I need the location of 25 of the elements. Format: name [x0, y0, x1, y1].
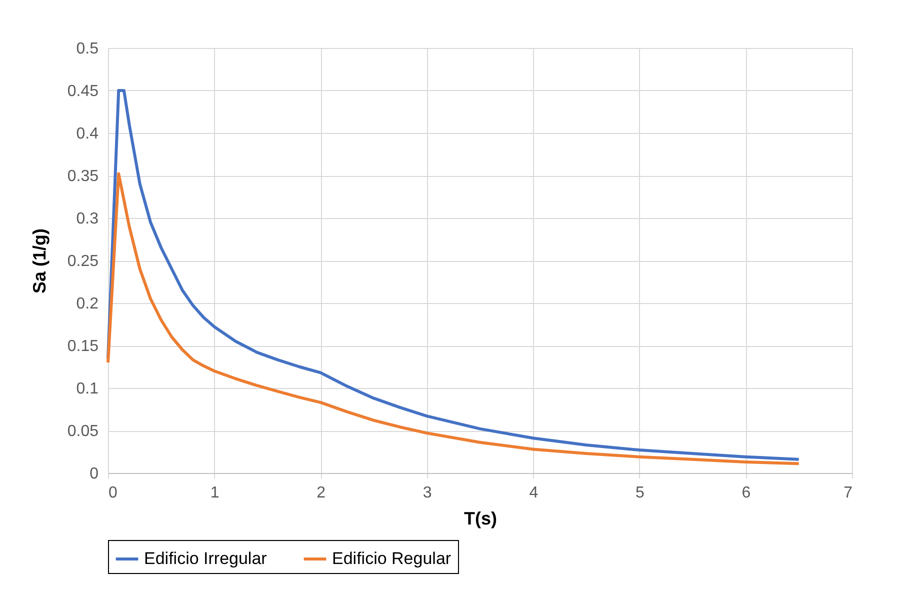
y-tick-label: 0.45: [67, 83, 99, 100]
x-tick-label: 3: [422, 484, 432, 502]
y-axis-title: Sa (1/g): [29, 228, 50, 294]
line-series: [106, 172, 800, 466]
x-tick-label: 1: [210, 484, 220, 502]
y-tick-label: 0.25: [67, 253, 99, 270]
legend-label: Edificio Regular: [332, 549, 452, 568]
y-tick-label: 0.05: [67, 423, 99, 440]
line-series: [106, 89, 800, 461]
y-tick-label: 0.4: [76, 126, 99, 142]
y-tick-label: 0.35: [67, 168, 99, 185]
legend-label: Edificio Irregular: [144, 549, 268, 568]
x-tick-label: 2: [316, 484, 326, 502]
x-axis-title: T(s): [464, 508, 497, 528]
x-tick-label: 0: [108, 484, 118, 502]
y-tick-label: 0.1: [76, 380, 99, 398]
y-tick-label: 0.3: [76, 210, 99, 228]
x-tick-label: 4: [529, 484, 538, 502]
x-tick-label: 5: [635, 484, 644, 502]
y-tick-label: 0.15: [67, 338, 99, 355]
x-tick-label: 7: [844, 484, 853, 502]
y-tick-label: 0.2: [76, 296, 99, 312]
y-tick-label: 0.5: [76, 40, 99, 58]
x-tick-label: 6: [742, 484, 751, 502]
y-tick-label: 0: [90, 466, 99, 482]
